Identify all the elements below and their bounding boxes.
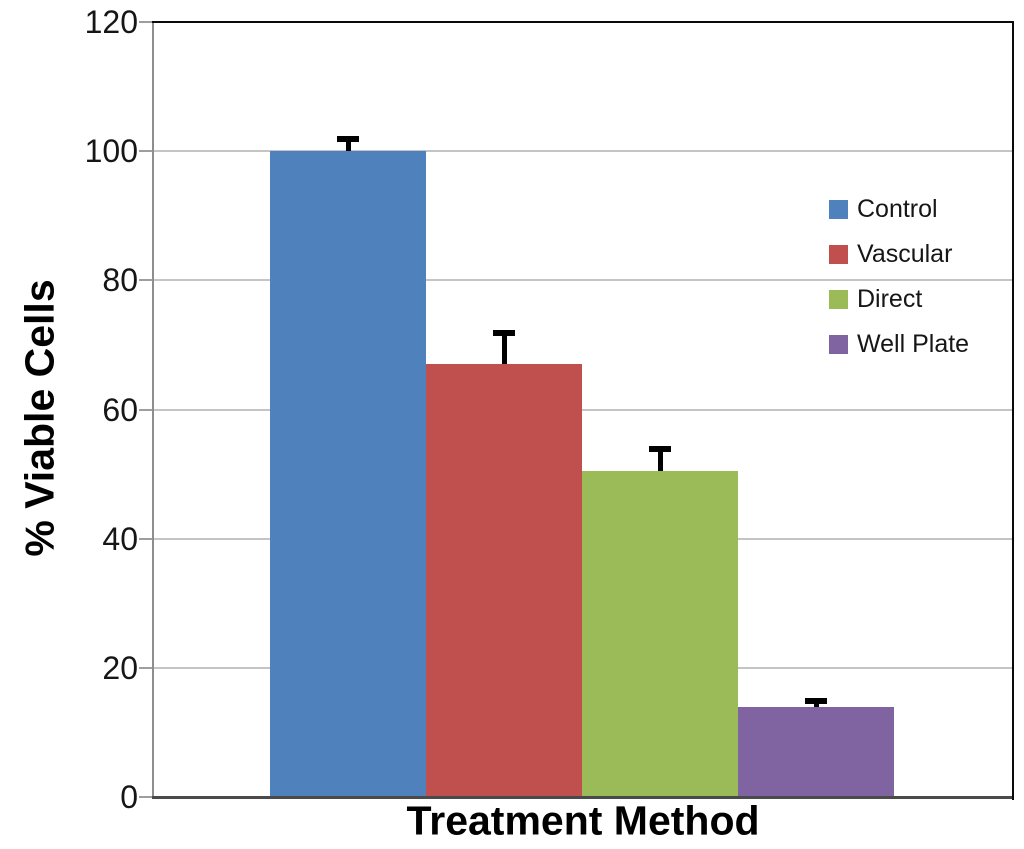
bar-control — [270, 151, 426, 797]
legend-item-vascular: Vascular — [829, 232, 969, 277]
error-bar-cap — [649, 446, 671, 453]
error-bar-stem — [501, 332, 507, 365]
gridline — [152, 150, 1012, 153]
y-axis-tick — [139, 537, 152, 540]
y-axis-tick — [139, 796, 152, 798]
y-axis-tick — [139, 408, 152, 411]
legend-label: Control — [857, 195, 938, 223]
y-tick-label: 120 — [84, 4, 138, 40]
y-tick-label: 20 — [102, 649, 138, 686]
gridline — [152, 408, 1012, 411]
legend-label: Well Plate — [857, 330, 970, 358]
error-bar-stem — [345, 138, 351, 152]
plot-border-right — [1012, 21, 1014, 800]
error-bar-stem — [657, 448, 663, 471]
error-bar-cap — [493, 330, 515, 336]
legend-item-well-plate: Well Plate — [829, 322, 969, 367]
x-axis-line — [152, 796, 1014, 799]
legend-swatch — [829, 245, 848, 264]
y-axis-tick — [139, 150, 152, 153]
legend-label: Direct — [857, 285, 923, 313]
y-axis-line — [152, 22, 154, 798]
y-axis-tick — [139, 21, 152, 23]
y-axis-tick — [139, 666, 152, 669]
y-tick-label: 100 — [84, 133, 138, 170]
y-tick-label: 80 — [102, 262, 138, 299]
y-tick-label: 0 — [120, 779, 138, 815]
legend-swatch — [829, 335, 848, 354]
bar-vascular — [426, 364, 582, 797]
y-tick-label: 40 — [102, 520, 138, 557]
legend-item-control: Control — [829, 187, 969, 232]
legend: Control Vascular Direct Well Plate — [829, 187, 969, 367]
legend-label: Vascular — [857, 240, 953, 268]
plot-border-top — [152, 21, 1014, 23]
bar-direct — [582, 470, 738, 797]
legend-item-direct: Direct — [829, 277, 969, 322]
legend-swatch — [829, 290, 848, 309]
y-tick-label: 60 — [102, 391, 138, 428]
x-axis-title: Treatment Method — [406, 797, 760, 844]
y-axis-tick — [139, 279, 152, 282]
legend-swatch — [829, 200, 848, 219]
bar-well-plate — [738, 706, 894, 797]
gridline — [152, 279, 1012, 282]
plot-area — [139, 21, 1014, 800]
error-bar-cap — [805, 698, 827, 705]
error-bar-cap — [337, 136, 359, 143]
